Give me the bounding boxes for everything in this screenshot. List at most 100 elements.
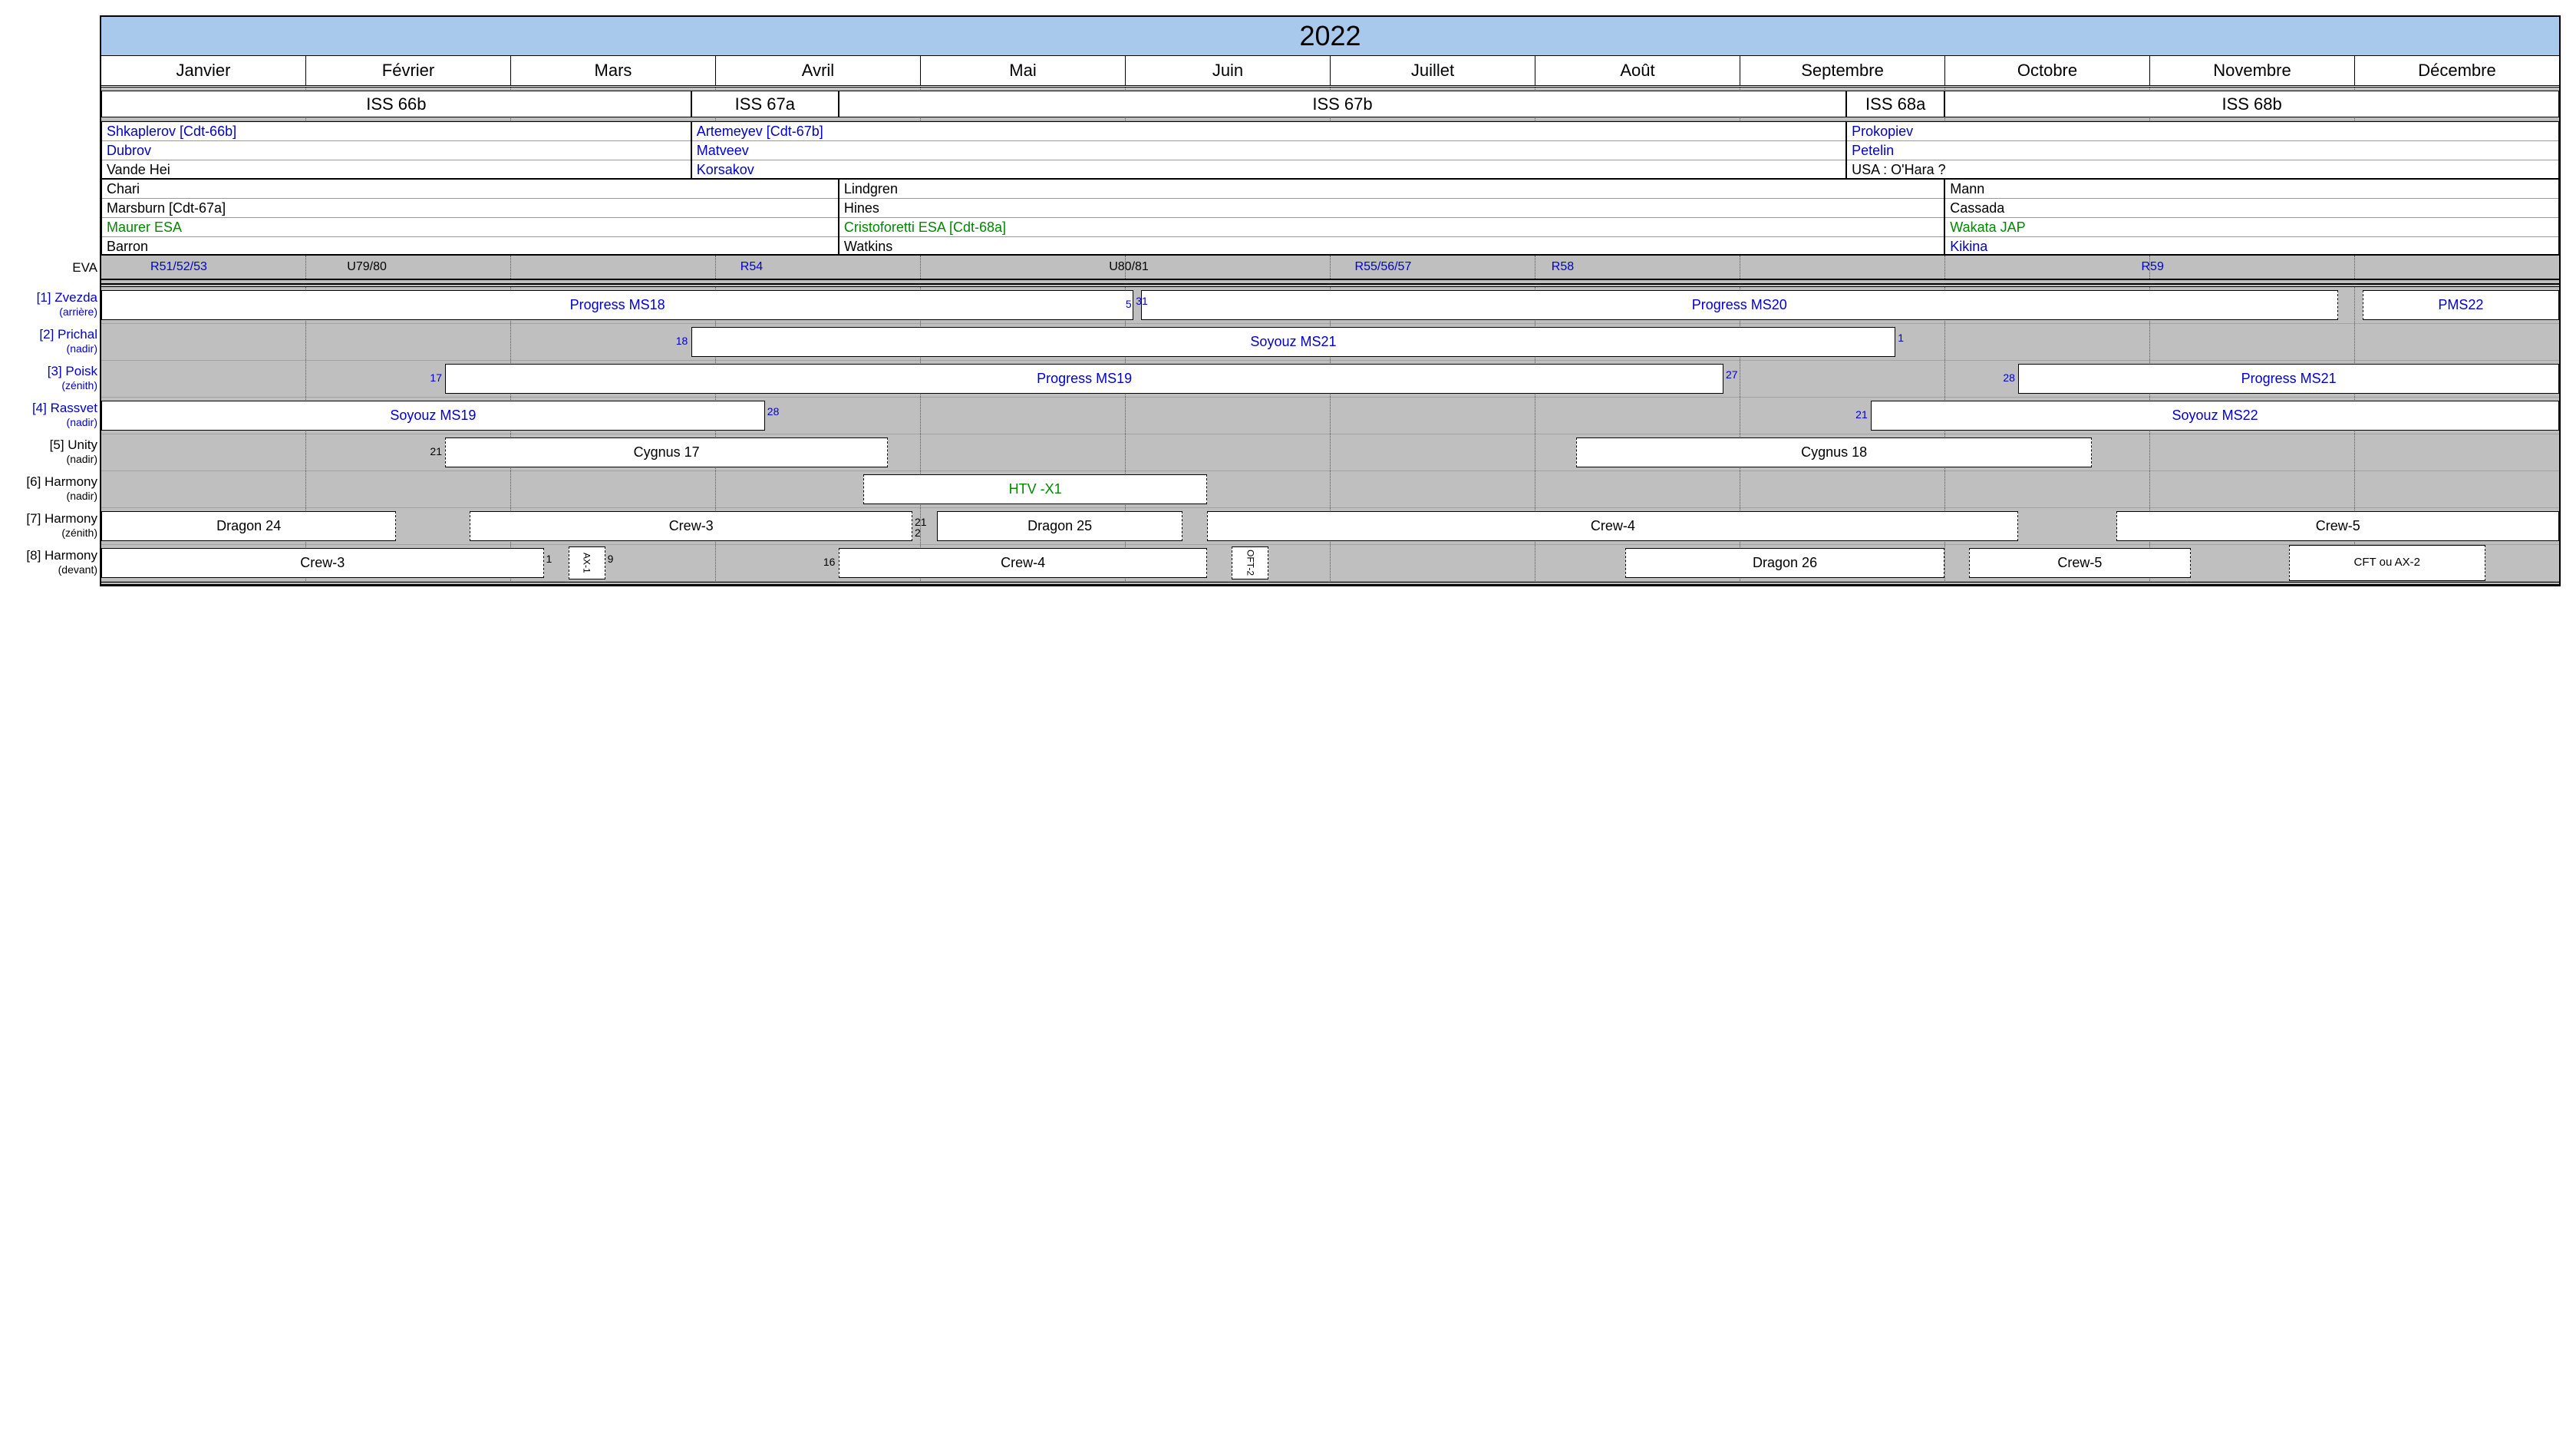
vehicle-bar: Crew-5 <box>1969 548 2190 578</box>
crew-line: Shkaplerov [Cdt-66b] <box>102 122 691 141</box>
vehicle-bar: Crew-3 <box>470 511 912 541</box>
crew-line: Mann <box>1945 180 2558 199</box>
vehicle-bar: Progress MS18 <box>101 290 1133 320</box>
port-label: [1] Zvezda(arrière) <box>17 290 97 318</box>
crew-line: Cassada <box>1945 199 2558 218</box>
eva-lane: EVAR51/52/53U79/80R54U80/81R55/56/57R58R… <box>101 255 2559 279</box>
vehicle-bar: PMS22 <box>2363 290 2559 320</box>
crew-line: Prokopiev <box>1847 122 2558 141</box>
port-lane-zvezda: [1] Zvezda(arrière)Progress MS1831Progre… <box>101 287 2559 324</box>
date-marker: 27 <box>1726 368 1738 381</box>
port-label: [5] Unity(nadir) <box>17 437 97 465</box>
crew-block: MannCassadaWakata JAPKikina <box>1944 179 2559 255</box>
month-cell: Mars <box>511 56 716 85</box>
vehicle-bar: Cygnus 18 <box>1576 437 2093 467</box>
port-label: [8] Harmony(devant) <box>17 548 97 576</box>
port-label: [2] Prichal(nadir) <box>17 327 97 355</box>
crew-line: Maurer ESA <box>102 218 838 237</box>
iss-timeline-chart: 2022 JanvierFévrierMarsAvrilMaiJuinJuill… <box>100 15 2561 586</box>
vehicle-bar: Crew-4 <box>839 548 1207 578</box>
crew-line: Lindgren <box>839 180 1944 199</box>
crew-line: Petelin <box>1847 141 2558 160</box>
date-marker: 1 <box>546 553 552 565</box>
month-cell: Janvier <box>101 56 306 85</box>
crew-line: Matveev <box>692 141 1845 160</box>
crew-line: Kikina <box>1945 237 2558 256</box>
month-cell: Avril <box>716 56 921 85</box>
vehicle-bar: Progress MS21 <box>2018 364 2559 394</box>
vehicle-bar: Crew-3 <box>101 548 544 578</box>
eva-item: R51/52/53 <box>150 260 207 274</box>
month-cell: Octobre <box>1945 56 2150 85</box>
vehicle-bar: Crew-5 <box>2116 511 2559 541</box>
expedition-bar: ISS 68b <box>1944 91 2559 117</box>
crew-line: Barron <box>102 237 838 256</box>
expedition-bar: ISS 66b <box>101 91 691 117</box>
vehicle-bar: Soyouz MS22 <box>1871 401 2559 431</box>
month-cell: Septembre <box>1740 56 1945 85</box>
date-marker: 2 <box>915 527 921 539</box>
timeline-body: ISS 66bISS 67aISS 67bISS 68aISS 68b Shka… <box>101 87 2559 585</box>
date-marker: 31 <box>1136 295 1148 307</box>
eva-item: R54 <box>740 260 763 274</box>
eva-label: EVA <box>17 260 97 276</box>
crew-block: LindgrenHinesCristoforetti ESA [Cdt-68a]… <box>839 179 1944 255</box>
crew-block: Artemeyev [Cdt-67b]MatveevKorsakov <box>691 121 1846 179</box>
crew-line: Artemeyev [Cdt-67b] <box>692 122 1845 141</box>
crew-line: Cristoforetti ESA [Cdt-68a] <box>839 218 1944 237</box>
ports-zone: [1] Zvezda(arrière)Progress MS1831Progre… <box>101 287 2559 582</box>
crew-b-zone: ChariMarsburn [Cdt-67a]Maurer ESABarronL… <box>101 179 2559 255</box>
date-marker: 18 <box>676 335 688 347</box>
month-cell: Juillet <box>1331 56 1535 85</box>
year-header: 2022 <box>101 17 2559 56</box>
crew-line: Hines <box>839 199 1944 218</box>
vehicle-bar: Cygnus 17 <box>445 437 888 467</box>
month-cell: Mai <box>921 56 1126 85</box>
port-lane-harmony_n: [6] Harmony(nadir)HTV -X1 <box>101 471 2559 508</box>
crew-line: Wakata JAP <box>1945 218 2558 237</box>
port-label: [3] Poisk(zénith) <box>17 364 97 391</box>
vehicle-bar: CFT ou AX-2 <box>2289 545 2485 581</box>
date-marker: 9 <box>608 553 614 565</box>
vehicle-bar: Progress MS19 <box>445 364 1723 394</box>
port-lane-poisk: [3] Poisk(zénith)Progress MS191727Progre… <box>101 361 2559 398</box>
vehicle-bar: Dragon 24 <box>101 511 396 541</box>
month-cell: Février <box>306 56 511 85</box>
crew-block: ProkopievPetelinUSA : O'Hara ? <box>1846 121 2559 179</box>
month-cell: Juin <box>1126 56 1331 85</box>
date-marker: 16 <box>823 556 836 568</box>
crew-line: USA : O'Hara ? <box>1847 160 2558 179</box>
expedition-bar: ISS 67a <box>691 91 839 117</box>
vehicle-bar: Soyouz MS19 <box>101 401 765 431</box>
month-cell: Août <box>1535 56 1740 85</box>
vehicle-bar: Dragon 25 <box>937 511 1182 541</box>
date-marker: 28 <box>2003 371 2015 384</box>
crew-line: Watkins <box>839 237 1944 256</box>
eva-item: U80/81 <box>1109 260 1149 274</box>
date-marker: 1 <box>1898 332 1904 344</box>
month-cell: Novembre <box>2150 56 2355 85</box>
eva-item: R58 <box>1552 260 1574 274</box>
expedition-bar: ISS 68a <box>1846 91 1944 117</box>
vehicle-bar: AX-1 <box>569 546 605 579</box>
port-lane-harmony_z: [7] Harmony(zénith)Dragon 24Crew-3212Dra… <box>101 508 2559 545</box>
vehicle-bar: Progress MS20 <box>1141 290 2338 320</box>
expedition-bar: ISS 67b <box>839 91 1846 117</box>
crew-line: Chari <box>102 180 838 199</box>
crew-line: Vande Hei <box>102 160 691 179</box>
port-label: [6] Harmony(nadir) <box>17 474 97 502</box>
crew-block: Shkaplerov [Cdt-66b]Dubrov Vande Hei <box>101 121 691 179</box>
date-marker: 21 <box>1855 408 1868 421</box>
vehicle-bar: Soyouz MS21 <box>691 327 1895 357</box>
crew-a-zone: Shkaplerov [Cdt-66b]Dubrov Vande HeiArte… <box>101 121 2559 179</box>
month-cell: Décembre <box>2355 56 2559 85</box>
vehicle-bar: Dragon 26 <box>1625 548 1944 578</box>
eva-item: U79/80 <box>347 260 387 274</box>
port-lane-rassvet: [4] Rassvet(nadir)Soyouz MS1928Soyouz MS… <box>101 398 2559 434</box>
port-lane-harmony_f: [8] Harmony(devant)Crew-31AX-19Crew-416O… <box>101 545 2559 582</box>
crew-block: ChariMarsburn [Cdt-67a]Maurer ESABarron <box>101 179 839 255</box>
expeditions-lane: ISS 66bISS 67aISS 67bISS 68aISS 68b <box>101 87 2559 121</box>
port-label: [7] Harmony(zénith) <box>17 511 97 539</box>
crew-line: Marsburn [Cdt-67a] <box>102 199 838 218</box>
date-marker: 21 <box>430 445 442 457</box>
